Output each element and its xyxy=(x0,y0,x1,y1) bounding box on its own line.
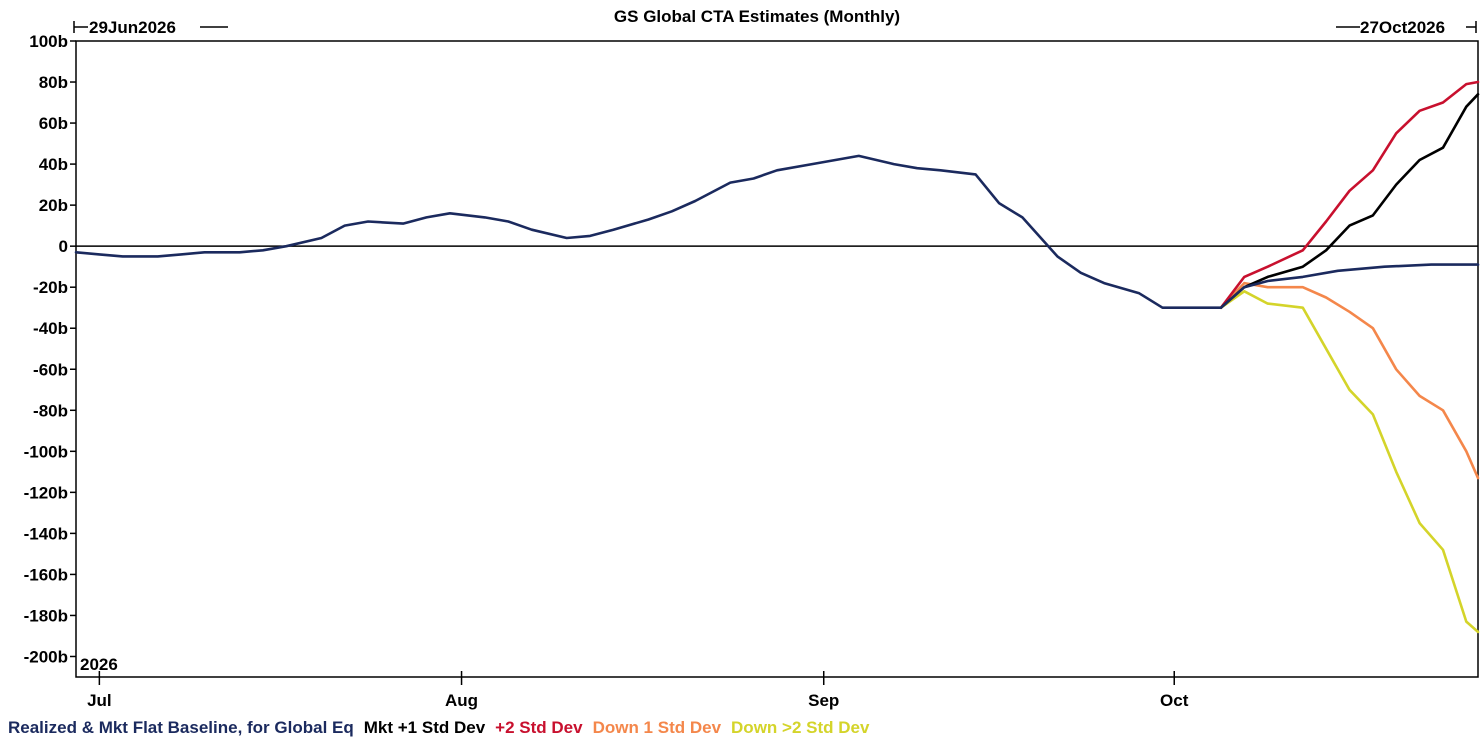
y-tick-label: -120b xyxy=(24,483,68,502)
y-tick-label: -100b xyxy=(24,442,68,461)
series-line-3 xyxy=(1219,281,1480,480)
x-tick-label: Jul xyxy=(87,691,112,710)
range-end-label: 27Oct2026 xyxy=(1360,18,1445,37)
y-tick-label: 80b xyxy=(39,73,68,92)
series-line-4 xyxy=(1219,290,1480,634)
series-line-1 xyxy=(1219,93,1480,309)
legend-entry: +2 Std Dev xyxy=(495,718,583,737)
legend-entry: Down 1 Std Dev xyxy=(593,718,722,737)
y-tick-label: 40b xyxy=(39,155,68,174)
date-range-end: 27Oct2026 xyxy=(1336,18,1477,37)
x-tick-label: Sep xyxy=(808,691,839,710)
y-tick-label: -60b xyxy=(33,360,68,379)
series-line-0 xyxy=(74,154,1480,309)
x-tick-label: Oct xyxy=(1160,691,1189,710)
x-tick-label: Aug xyxy=(445,691,478,710)
y-tick-label: 60b xyxy=(39,114,68,133)
y-tick-label: -200b xyxy=(24,647,68,666)
x-axis: Jul Aug Sep Oct xyxy=(87,671,1189,710)
legend-entry: Down >2 Std Dev xyxy=(731,718,870,737)
legend: Realized & Mkt Flat Baseline, for Global… xyxy=(8,718,870,737)
legend-entry: Realized & Mkt Flat Baseline, for Global… xyxy=(8,718,354,737)
chart-title: GS Global CTA Estimates (Monthly) xyxy=(614,7,900,26)
y-tick-label: -160b xyxy=(24,565,68,584)
y-tick-label: -20b xyxy=(33,278,68,297)
plot-area xyxy=(75,40,1479,678)
y-axis: 100b 80b 60b 40b 20b 0 -20b -40b -60b -80b -100b -1… xyxy=(24,32,76,666)
series-lines xyxy=(74,80,1480,634)
y-tick-label: -180b xyxy=(24,606,68,625)
range-start-label: 29Jun2026 xyxy=(89,18,176,37)
date-range-start: 29Jun2026 xyxy=(73,18,228,37)
y-tick-label: 20b xyxy=(39,196,68,215)
year-label: 2026 xyxy=(80,655,118,674)
y-tick-label: -80b xyxy=(33,401,68,420)
y-tick-label: 0 xyxy=(59,237,68,256)
y-tick-label: 100b xyxy=(29,32,68,51)
series-line-2 xyxy=(1219,80,1480,309)
legend-entry: Mkt +1 Std Dev xyxy=(364,718,486,737)
y-tick-label: -140b xyxy=(24,524,68,543)
y-tick-label: -40b xyxy=(33,319,68,338)
